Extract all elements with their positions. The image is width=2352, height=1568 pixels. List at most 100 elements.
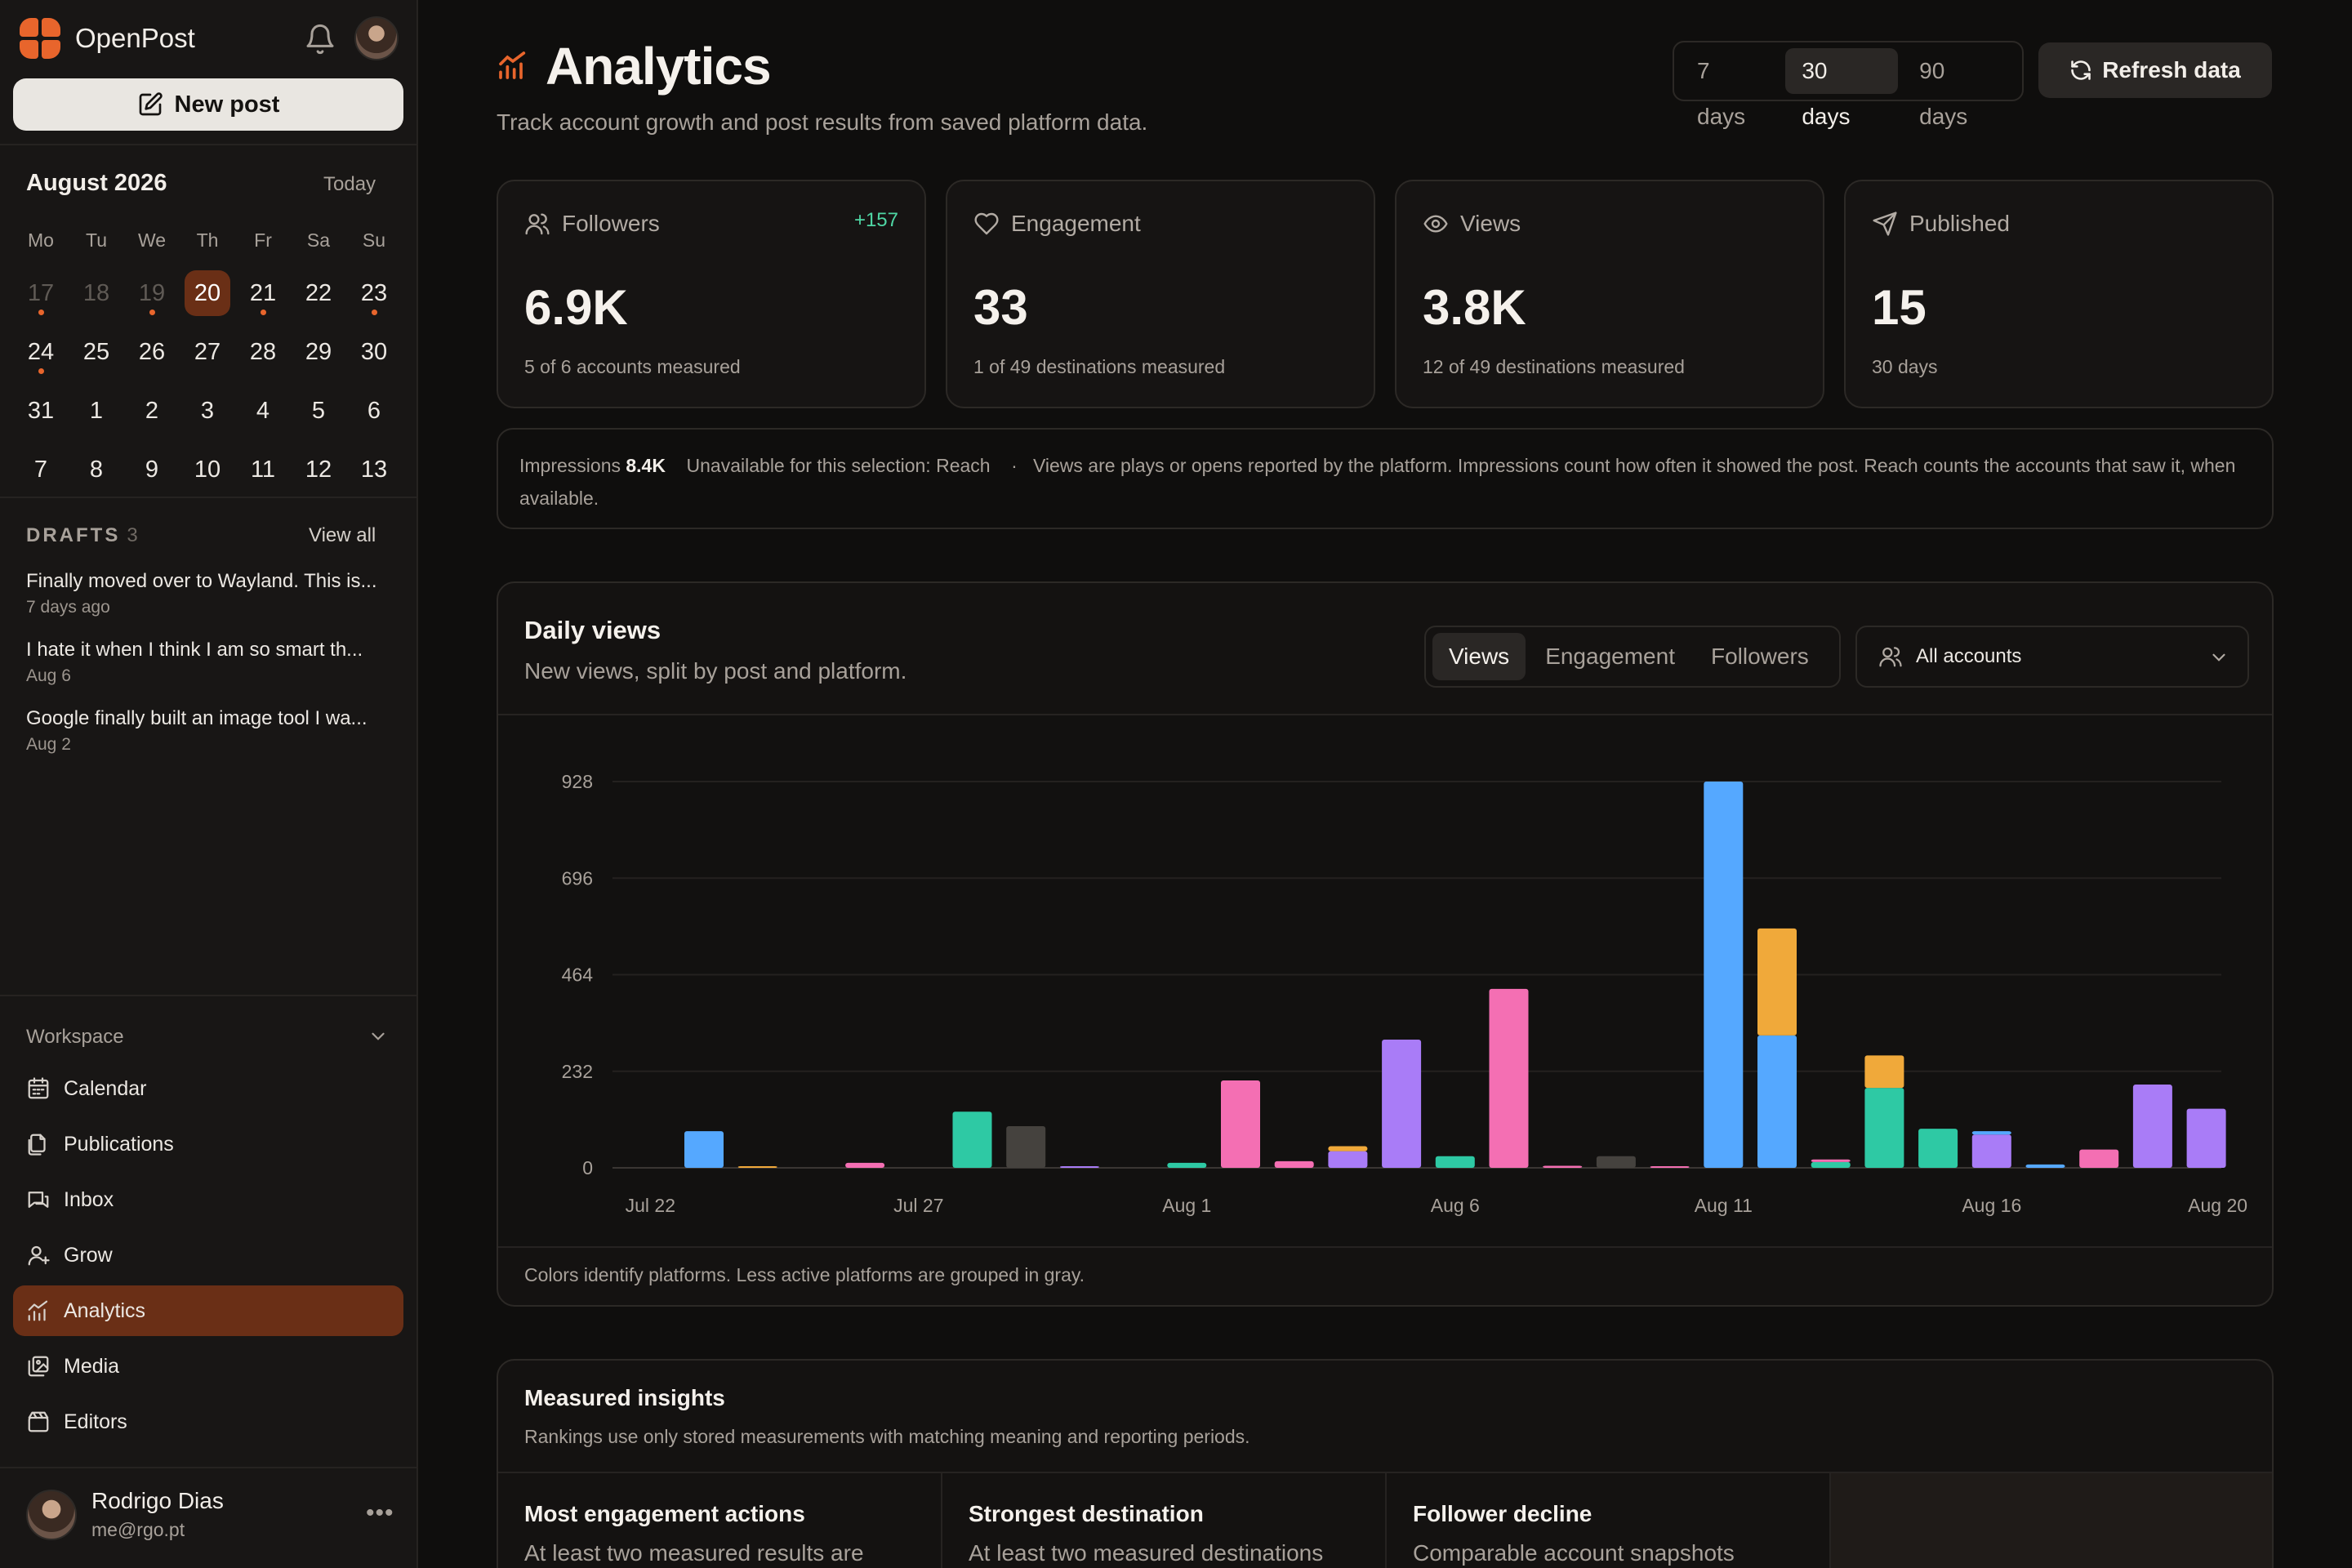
nav-item-analytics[interactable]: Analytics xyxy=(13,1285,403,1336)
bar-segment-aug-5-purple[interactable] xyxy=(1382,1040,1422,1168)
bar-segment-jul-29-gray[interactable] xyxy=(1006,1126,1046,1168)
account-filter-dropdown[interactable]: All accounts xyxy=(1855,626,2249,688)
avatar[interactable] xyxy=(354,16,399,60)
bar-segment-aug-16-blue[interactable] xyxy=(1971,1131,2011,1135)
bar-segment-aug-9-gray[interactable] xyxy=(1596,1156,1636,1168)
bar-segment-aug-18-pink[interactable] xyxy=(2079,1149,2119,1168)
bell-icon[interactable] xyxy=(304,23,336,56)
calendar-day[interactable]: 22 xyxy=(291,270,346,317)
brand[interactable]: OpenPost xyxy=(20,18,195,59)
nav-item-editors[interactable]: Editors xyxy=(13,1396,403,1447)
calendar-day[interactable]: 19 xyxy=(124,270,180,317)
calendar-day[interactable]: 6 xyxy=(346,387,402,434)
bar-segment-aug-12-blue[interactable] xyxy=(1757,1035,1797,1168)
bar-segment-aug-1-teal[interactable] xyxy=(1167,1162,1207,1168)
calendar-day[interactable]: 21 xyxy=(235,270,291,317)
tab-engagement[interactable]: Engagement xyxy=(1545,644,1675,669)
bar-segment-aug-7-pink[interactable] xyxy=(1489,988,1529,1168)
bar-segment-aug-12-orange[interactable] xyxy=(1757,928,1797,1036)
view-all-drafts-link[interactable]: View all xyxy=(309,524,376,546)
calendar-day-selected[interactable]: 20 xyxy=(180,270,235,317)
x-tick-label: Aug 20 xyxy=(2188,1195,2247,1216)
tab-followers[interactable]: Followers xyxy=(1710,644,1809,669)
calendar-day[interactable]: 10 xyxy=(180,446,235,493)
calendar-day[interactable]: 31 xyxy=(13,387,69,434)
calendar-day[interactable]: 3 xyxy=(180,387,235,434)
bar-segment-aug-15-teal[interactable] xyxy=(1918,1129,1958,1168)
divider xyxy=(0,497,418,498)
calendar-day[interactable]: 28 xyxy=(235,328,291,376)
weekday-label: Sa xyxy=(306,229,331,251)
calendar-day[interactable]: 30 xyxy=(346,328,402,376)
nav-item-media[interactable]: Media xyxy=(13,1341,403,1392)
calendar-day[interactable]: 4 xyxy=(235,387,291,434)
range-option[interactable]: 90 days xyxy=(1919,58,1968,129)
draft-item[interactable]: Finally moved over to Wayland. This is..… xyxy=(26,570,394,617)
calendar-day[interactable]: 12 xyxy=(291,446,346,493)
bar-segment-aug-14-orange[interactable] xyxy=(1864,1055,1904,1089)
bar-segment-aug-19-purple[interactable] xyxy=(2132,1085,2172,1168)
draft-item[interactable]: I hate it when I think I am so smart th.… xyxy=(26,639,394,686)
bar-segment-aug-4-purple[interactable] xyxy=(1328,1151,1368,1168)
bar-segment-aug-14-teal[interactable] xyxy=(1864,1088,1904,1168)
kpi-value: 15 xyxy=(1872,280,1927,335)
bar-segment-jul-28-teal[interactable] xyxy=(952,1111,992,1168)
more-options-icon[interactable]: ••• xyxy=(366,1499,394,1526)
calendar-day[interactable]: 8 xyxy=(69,446,124,493)
daily-views-panel: Daily views New views, split by post and… xyxy=(497,581,2274,1307)
bar-segment-aug-10-pink[interactable] xyxy=(1650,1165,1690,1168)
calendar-day[interactable]: 1 xyxy=(69,387,124,434)
user-avatar[interactable] xyxy=(26,1490,77,1540)
new-post-button[interactable]: New post xyxy=(13,78,403,131)
bar-segment-aug-20-purple[interactable] xyxy=(2186,1108,2226,1168)
day-number: 22 xyxy=(305,280,332,306)
bar-segment-aug-16-purple[interactable] xyxy=(1971,1134,2011,1168)
calendar-day[interactable]: 27 xyxy=(180,328,235,376)
bar-segment-aug-3-pink[interactable] xyxy=(1274,1160,1314,1168)
tab-views[interactable]: Views xyxy=(1432,633,1526,680)
app-name: OpenPost xyxy=(75,23,195,53)
range-option[interactable]: 7 days xyxy=(1697,58,1746,129)
calendar-day[interactable]: 24 xyxy=(13,328,69,376)
refresh-data-button[interactable]: Refresh data xyxy=(2038,42,2272,98)
chart-footnote: Colors identify platforms. Less active p… xyxy=(524,1264,1085,1285)
bar-segment-aug-2-pink[interactable] xyxy=(1221,1080,1260,1168)
calendar-day[interactable]: 23 xyxy=(346,270,402,317)
bar-segment-aug-8-pink[interactable] xyxy=(1543,1165,1583,1168)
chevron-down-icon[interactable] xyxy=(368,1026,389,1047)
bar-segment-aug-11-blue[interactable] xyxy=(1704,782,1744,1168)
calendar-day[interactable]: 2 xyxy=(124,387,180,434)
calendar-day[interactable]: 25 xyxy=(69,328,124,376)
bar-segment-aug-4-orange[interactable] xyxy=(1328,1146,1368,1152)
kpi-note: 12 of 49 destinations measured xyxy=(1423,356,1685,377)
calendar-day[interactable]: 29 xyxy=(291,328,346,376)
today-button[interactable]: Today xyxy=(323,173,376,195)
bar-segment-jul-26-pink[interactable] xyxy=(845,1162,885,1168)
bar-segment-jul-24-orange[interactable] xyxy=(737,1165,777,1168)
bar-segment-aug-13-teal[interactable] xyxy=(1811,1161,1851,1168)
bar-segment-aug-17-blue[interactable] xyxy=(2025,1164,2065,1168)
divider xyxy=(0,144,418,145)
calendar-day[interactable]: 18 xyxy=(69,270,124,317)
calendar-day[interactable]: 9 xyxy=(124,446,180,493)
calendar-day[interactable]: 5 xyxy=(291,387,346,434)
scheduled-post-dot xyxy=(38,368,44,374)
bar-segment-jul-30-purple[interactable] xyxy=(1059,1165,1099,1168)
range-option[interactable]: 30 days xyxy=(1785,48,1899,129)
bar-segment-jul-23-blue[interactable] xyxy=(684,1131,724,1168)
calendar-day[interactable]: 13 xyxy=(346,446,402,493)
calendar-day[interactable]: 26 xyxy=(124,328,180,376)
calendar-day[interactable]: 11 xyxy=(235,446,291,493)
bar-segment-aug-13-pink[interactable] xyxy=(1811,1159,1851,1162)
nav-item-publications[interactable]: Publications xyxy=(13,1119,403,1169)
workspace-heading[interactable]: Workspace xyxy=(26,1026,124,1048)
calendar-day[interactable]: 7 xyxy=(13,446,69,493)
nav-item-inbox[interactable]: Inbox xyxy=(13,1174,403,1225)
draft-item[interactable]: Google finally built an image tool I wa.… xyxy=(26,707,394,755)
bar-segment-aug-6-teal[interactable] xyxy=(1435,1156,1475,1168)
nav-item-calendar[interactable]: Calendar xyxy=(13,1063,403,1114)
impressions-value: 8.4K xyxy=(626,455,666,476)
calendar-day[interactable]: 17 xyxy=(13,270,69,317)
nav-item-grow[interactable]: Grow xyxy=(13,1230,403,1281)
weekday-label: Tu xyxy=(86,229,107,251)
